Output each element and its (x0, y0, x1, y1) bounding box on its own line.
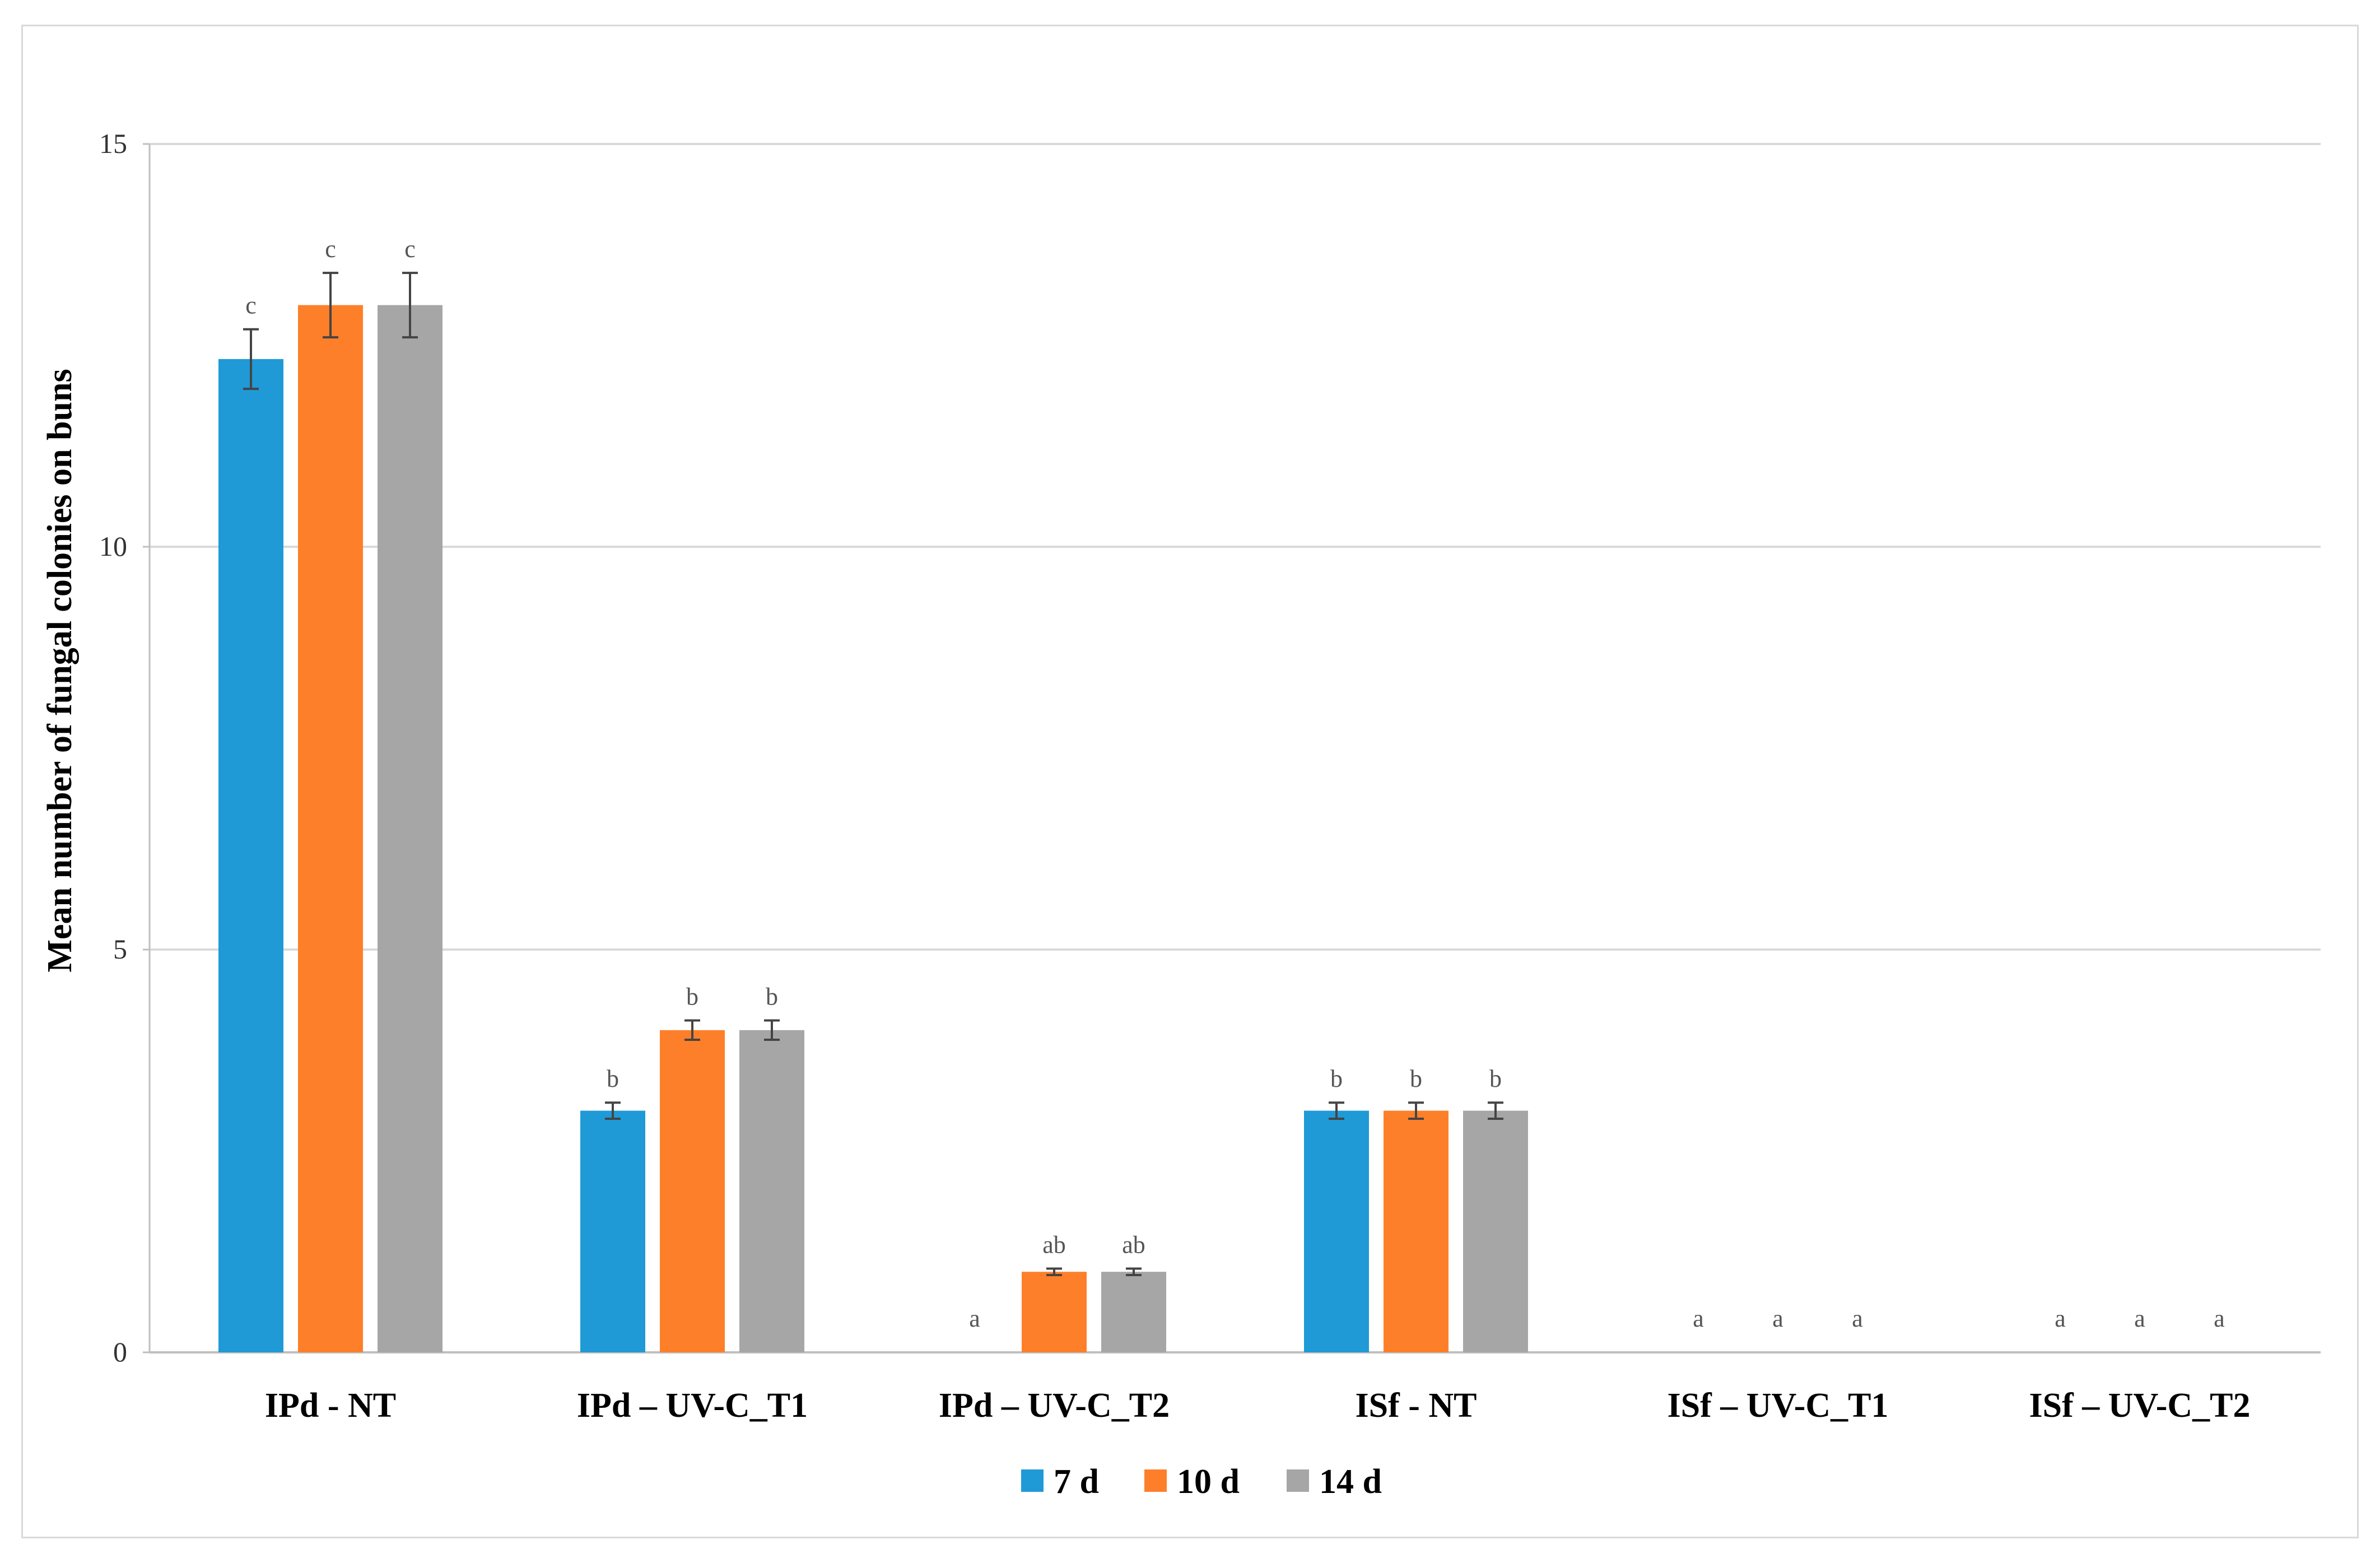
y-tick-label: 10 (99, 531, 127, 562)
bar (660, 1030, 725, 1352)
significance-label: a (1772, 1305, 1783, 1332)
bar (1022, 1272, 1087, 1352)
significance-label: c (245, 292, 257, 319)
significance-label: b (686, 983, 698, 1011)
bars (218, 272, 1528, 1352)
significance-label: ab (1122, 1231, 1145, 1258)
category-label: IPd - NT (265, 1387, 396, 1425)
legend-swatch (1021, 1469, 1044, 1492)
significance-label: b (1410, 1065, 1422, 1092)
category-label: ISf - NT (1355, 1387, 1477, 1425)
significance-label: ab (1042, 1231, 1066, 1258)
category-label: IPd – UV-C_T2 (939, 1387, 1170, 1425)
category-label: ISf – UV-C_T1 (1668, 1387, 1889, 1425)
legend-swatch (1144, 1469, 1167, 1492)
significance-label: a (2134, 1305, 2145, 1332)
labels: IPd - NT c c c IPd – UV-C_T1 b b b IPd – UV-C_T2… (245, 235, 2250, 1425)
significance-label: c (325, 235, 336, 263)
significance-label: b (607, 1065, 619, 1092)
bar (1101, 1272, 1166, 1352)
y-tick-label: 0 (113, 1336, 127, 1367)
category-label: ISf – UV-C_T2 (2029, 1387, 2251, 1425)
bar (1463, 1110, 1528, 1352)
legend: 7 d 10 d 14 d (1021, 1463, 1382, 1501)
category-label: IPd – UV-C_T1 (577, 1387, 808, 1425)
chart-frame: 0 5 10 15 IPd - NT c c c IPd – UV-C_T1 b b b IPd – … (21, 25, 2359, 1538)
y-tick-label: 15 (99, 128, 127, 159)
significance-label: b (1330, 1065, 1343, 1092)
bar (378, 305, 443, 1352)
bar (739, 1030, 804, 1352)
significance-label: c (404, 235, 416, 263)
y-tick-label: 5 (113, 933, 127, 965)
bar (580, 1110, 645, 1352)
bar (1304, 1110, 1369, 1352)
bar (218, 359, 283, 1352)
legend-label: 14 d (1319, 1463, 1382, 1501)
significance-label: a (969, 1305, 980, 1332)
bar-chart: 0 5 10 15 IPd - NT c c c IPd – UV-C_T1 b b b IPd – … (41, 128, 2321, 1501)
bar (298, 305, 363, 1352)
legend-swatch (1287, 1469, 1309, 1492)
significance-label: b (766, 983, 778, 1011)
significance-label: a (1693, 1305, 1704, 1332)
significance-label: b (1489, 1065, 1502, 1092)
significance-label: a (2214, 1305, 2225, 1332)
legend-label: 7 d (1054, 1463, 1099, 1501)
y-axis-title: Mean number of fungal colonies on buns (41, 369, 79, 972)
bar (1384, 1110, 1449, 1352)
significance-label: a (2055, 1305, 2066, 1332)
significance-label: a (1852, 1305, 1863, 1332)
axes: 0 5 10 15 (99, 128, 2321, 1367)
gridlines (150, 143, 2321, 951)
legend-label: 10 d (1177, 1463, 1240, 1501)
